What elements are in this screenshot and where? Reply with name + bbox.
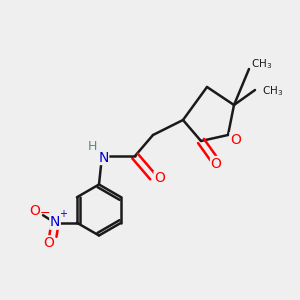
Text: N: N	[50, 215, 60, 229]
Text: H: H	[88, 140, 97, 154]
Text: CH$_3$: CH$_3$	[250, 58, 272, 71]
Text: O: O	[211, 157, 221, 170]
Text: O: O	[29, 204, 40, 218]
Text: N: N	[98, 151, 109, 164]
Text: O: O	[230, 133, 241, 146]
Text: −: −	[40, 207, 50, 220]
Text: O: O	[43, 236, 54, 250]
Text: +: +	[59, 209, 68, 219]
Text: O: O	[154, 172, 165, 185]
Text: CH$_3$: CH$_3$	[262, 85, 283, 98]
